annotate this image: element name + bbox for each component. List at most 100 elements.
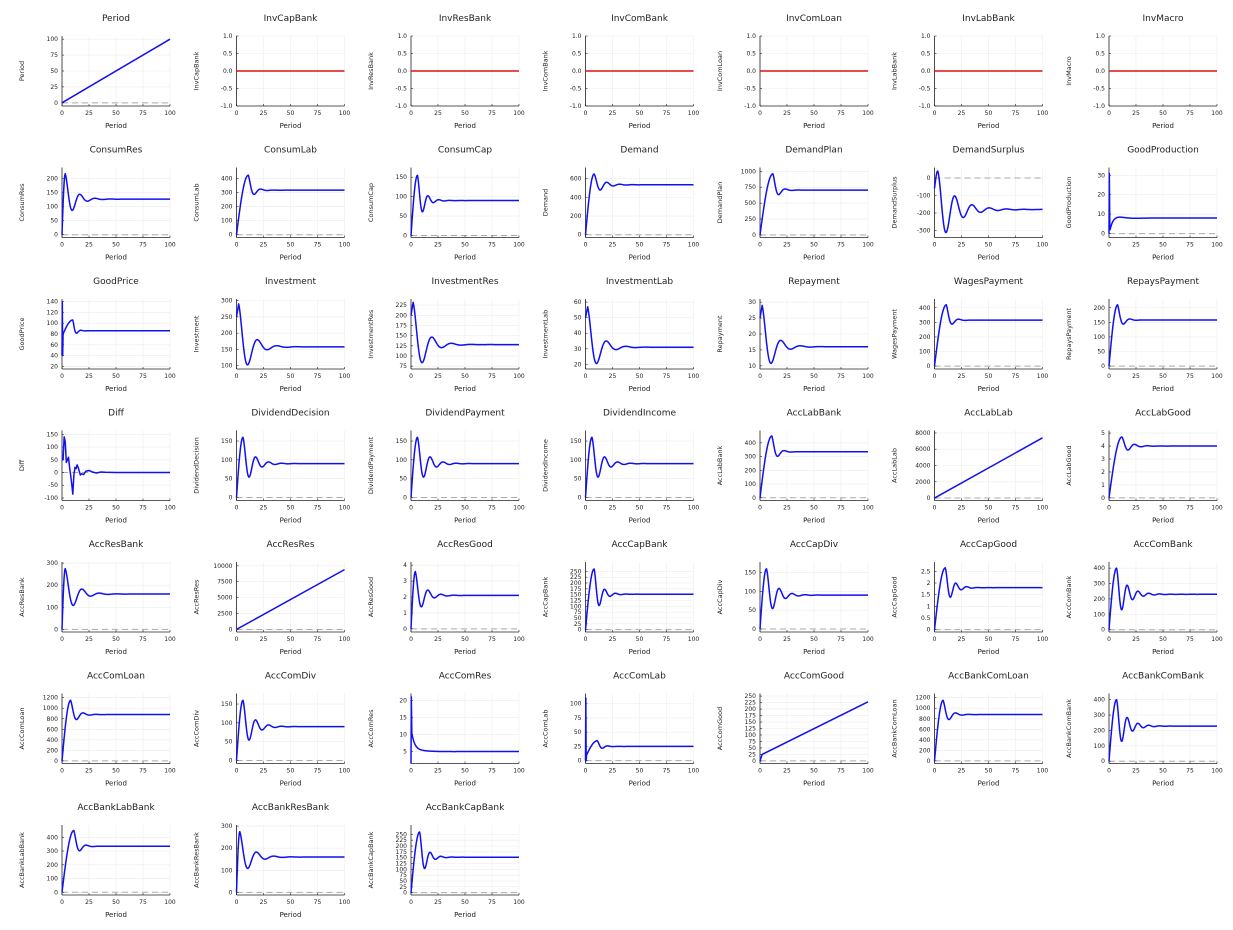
x-tick-label: 75: [488, 505, 496, 512]
y-tick-label: 15: [399, 714, 407, 721]
x-tick-label: 0: [1107, 242, 1111, 249]
x-tick-label: 25: [1132, 768, 1140, 775]
x-tick-label: 75: [1186, 505, 1194, 512]
x-tick-label: 75: [488, 242, 496, 249]
series-line: [1108, 436, 1218, 499]
x-tick-label: 25: [958, 768, 966, 775]
y-tick-label: 2000: [915, 479, 930, 486]
y-tick-label: 100: [745, 481, 757, 488]
series-line: [236, 568, 345, 631]
y-tick-label: 0.5: [921, 51, 931, 58]
subplot-invcapbank: InvCapBank 0 25 50 75 100 -1.0 -0.5 0.0 0.5 1.0 Per…: [193, 14, 351, 130]
subplot-title: DividendPayment: [425, 409, 505, 419]
x-tick-label: 25: [609, 110, 617, 117]
subplot-accresgood: AccResGood 0 25 50 75 100 0 1 2 3 4 Period AccResGoo…: [367, 540, 525, 656]
x-tick-label: 100: [513, 636, 525, 643]
y-tick-label: 100: [47, 320, 59, 327]
x-tick-label: 0: [1107, 110, 1111, 117]
x-tick-label: 0: [933, 636, 937, 643]
y-tick-label: 0.5: [746, 51, 756, 58]
y-tick-label: 150: [745, 719, 757, 726]
subplot-acccomlab: AccComLab 0 25 50 75 100 0 25 50 75 100 Period AccCo…: [542, 672, 700, 788]
y-tick-label: 0: [54, 232, 58, 239]
x-tick-label: 50: [1159, 768, 1167, 775]
y-tick-label: 50: [748, 745, 756, 752]
series-line: [61, 300, 171, 357]
y-tick-label: 5: [403, 749, 407, 756]
series-line: [235, 436, 345, 498]
y-tick-label: 25: [574, 743, 582, 750]
series-line: [584, 306, 694, 365]
y-tick-label: 0: [229, 757, 233, 764]
y-tick-label: 100: [745, 588, 757, 595]
series-line: [759, 304, 869, 365]
subplot-dividendpayment: DividendPayment 0 25 50 75 100 0 50 100 150 Period…: [367, 409, 525, 525]
y-axis-label: DividendDecision: [193, 437, 201, 494]
y-tick-label: 50: [574, 729, 582, 736]
x-axis-label: Period: [629, 385, 651, 393]
x-tick-label: 100: [688, 110, 700, 117]
x-tick-label: 50: [1159, 636, 1167, 643]
x-tick-label: 75: [663, 373, 671, 380]
x-tick-label: 75: [1012, 110, 1020, 117]
y-axis-label: AccCapGood: [891, 576, 899, 617]
y-tick-label: 30: [1097, 172, 1105, 179]
x-axis-label: Period: [280, 911, 302, 919]
y-tick-label: -1.0: [744, 103, 756, 110]
y-tick-label: 1.0: [397, 33, 407, 40]
y-tick-label: 100: [221, 867, 233, 874]
y-axis-label: DividendPayment: [367, 436, 375, 494]
y-tick-label: 200: [1094, 305, 1106, 312]
x-tick-label: 0: [1107, 505, 1111, 512]
y-axis-label: AccComLab: [542, 709, 550, 747]
y-tick-label: 100: [570, 701, 582, 708]
x-tick-label: 50: [461, 110, 469, 117]
series-line: [235, 174, 345, 235]
y-tick-label: -50: [48, 482, 58, 489]
y-tick-label: 1.0: [746, 33, 756, 40]
y-tick-label: -1.0: [570, 103, 582, 110]
x-tick-label: 100: [513, 899, 525, 906]
y-axis-label: AccBankLabBank: [18, 832, 26, 888]
subplot-title: AccComLab: [613, 672, 666, 682]
y-tick-label: 5000: [217, 595, 232, 602]
x-tick-label: 0: [933, 242, 937, 249]
y-tick-label: 50: [1097, 349, 1105, 356]
y-tick-label: 1200: [915, 695, 930, 702]
x-tick-label: 25: [609, 636, 617, 643]
y-axis-label: AccComBank: [1065, 575, 1073, 618]
subplot-invmacro: InvMacro 0 25 50 75 100 -1.0 -0.5 0.0 0.5 1.0 Perio…: [1065, 14, 1223, 130]
subplot-dividenddecision: DividendDecision 0 25 50 75 100 0 50 100 150 Perio…: [193, 409, 351, 525]
x-tick-label: 100: [1037, 373, 1049, 380]
x-tick-label: 75: [488, 110, 496, 117]
subplot-title: AccLabGood: [1135, 409, 1191, 419]
y-tick-label: 100: [221, 720, 233, 727]
x-tick-label: 75: [314, 110, 322, 117]
x-tick-label: 25: [783, 636, 791, 643]
y-tick-label: -100: [44, 495, 58, 502]
y-tick-label: 200: [47, 862, 59, 869]
x-axis-label: Period: [978, 385, 1000, 393]
x-tick-label: 75: [488, 768, 496, 775]
y-tick-label: 100: [1094, 611, 1106, 618]
y-tick-label: 225: [745, 700, 757, 707]
y-tick-label: 0: [1101, 231, 1105, 238]
subplot-title: InvResBank: [439, 14, 492, 24]
y-tick-label: 25: [50, 84, 58, 91]
series-line: [584, 568, 694, 630]
y-tick-label: 10: [399, 731, 407, 738]
y-tick-label: 0.0: [1095, 68, 1105, 75]
subplot-title: Diff: [108, 409, 124, 419]
y-tick-label: 0: [927, 627, 931, 634]
y-tick-label: 125: [745, 726, 757, 733]
y-tick-label: 50: [50, 68, 58, 75]
y-tick-label: 800: [919, 716, 931, 723]
y-tick-label: 100: [919, 349, 931, 356]
y-tick-label: 200: [396, 843, 408, 850]
y-tick-label: 1.0: [223, 33, 233, 40]
x-axis-label: Period: [105, 385, 127, 393]
y-tick-label: 250: [221, 314, 233, 321]
x-tick-label: 75: [314, 505, 322, 512]
y-tick-label: 2: [403, 594, 407, 601]
